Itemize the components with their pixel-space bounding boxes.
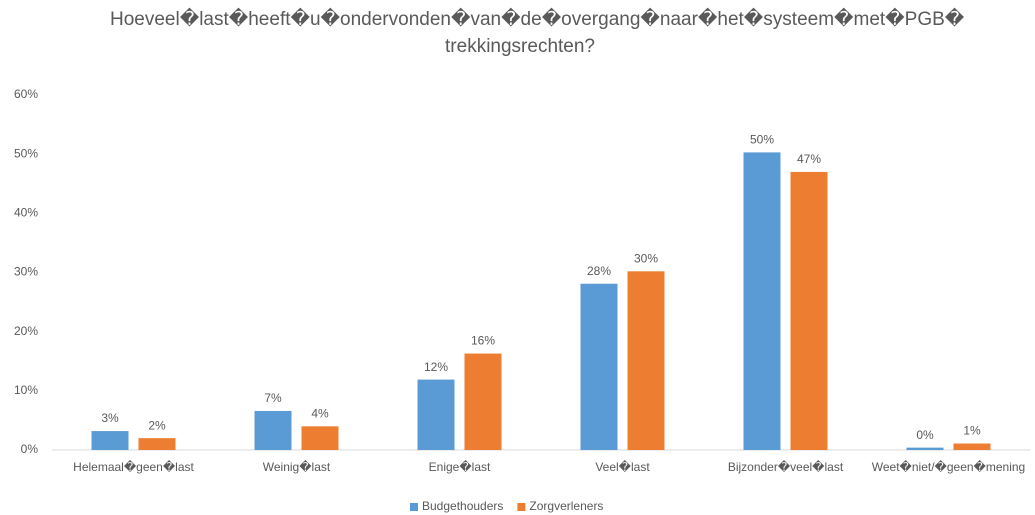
bar xyxy=(580,283,618,450)
data-label: 3% xyxy=(101,411,119,425)
y-tick-label: 0% xyxy=(21,442,39,456)
legend-swatch xyxy=(517,503,526,511)
y-tick-label: 30% xyxy=(14,265,38,279)
bar xyxy=(417,379,455,450)
bar xyxy=(743,152,781,450)
x-tick-label: Helemaal�geen�last xyxy=(73,460,194,474)
x-tick-label: Weet�niet/�geen�mening xyxy=(872,460,1025,474)
data-label: 47% xyxy=(797,152,821,166)
y-tick-label: 20% xyxy=(14,324,38,338)
bar xyxy=(91,431,129,450)
y-tick-label: 50% xyxy=(14,146,38,160)
data-label: 0% xyxy=(916,428,934,442)
bar xyxy=(254,410,292,450)
bar xyxy=(790,171,828,450)
y-tick-label: 60% xyxy=(14,87,38,101)
data-label: 28% xyxy=(587,264,611,278)
bar xyxy=(953,443,991,450)
legend-swatch xyxy=(410,503,418,511)
x-tick-label: Veel�last xyxy=(595,460,650,474)
legend-label: Budgethouders xyxy=(422,499,503,513)
chart-title: Hoeveel�last�heeft�u�ondervonden�van�de�… xyxy=(110,9,965,57)
data-label: 16% xyxy=(471,334,495,348)
x-tick-label: Enige�last xyxy=(429,460,491,474)
y-tick-label: 40% xyxy=(14,206,38,220)
bar xyxy=(627,271,665,450)
bar xyxy=(464,353,502,450)
data-label: 12% xyxy=(424,360,448,374)
bar xyxy=(301,426,339,450)
y-tick-label: 10% xyxy=(14,383,38,397)
data-label: 30% xyxy=(634,251,658,265)
bar xyxy=(906,447,944,450)
legend-label: Zorgverleners xyxy=(529,499,603,513)
x-tick-label: Bijzonder�veel�last xyxy=(728,460,844,474)
bar xyxy=(138,438,176,450)
data-label: 2% xyxy=(148,418,166,432)
data-label: 1% xyxy=(963,424,981,438)
data-label: 50% xyxy=(750,133,774,147)
data-label: 7% xyxy=(264,391,282,405)
x-tick-label: Weinig�last xyxy=(263,460,331,474)
data-label: 4% xyxy=(311,407,329,421)
